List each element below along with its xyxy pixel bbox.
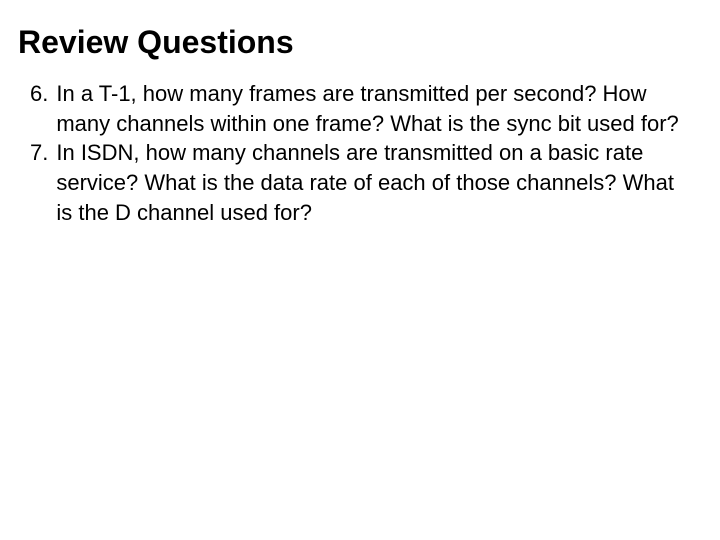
question-text: In a T-1, how many frames are transmitte… [54, 79, 692, 138]
list-item: 6. In a T-1, how many frames are transmi… [30, 79, 692, 138]
question-number: 6. [30, 79, 54, 109]
question-number: 7. [30, 138, 54, 168]
page-title: Review Questions [18, 24, 692, 61]
question-list: 6. In a T-1, how many frames are transmi… [18, 79, 692, 227]
question-text: In ISDN, how many channels are transmitt… [54, 138, 692, 227]
list-item: 7. In ISDN, how many channels are transm… [30, 138, 692, 227]
